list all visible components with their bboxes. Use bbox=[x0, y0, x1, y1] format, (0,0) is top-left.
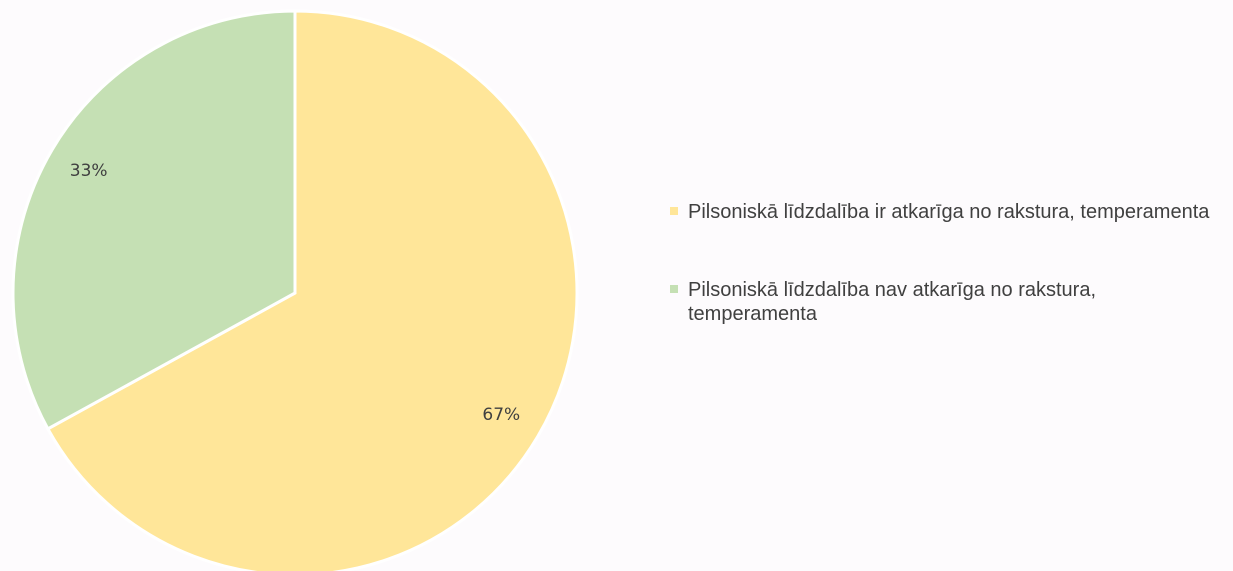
legend-label: Pilsoniskā līdzdalība nav atkarīga no ra… bbox=[688, 279, 1096, 325]
legend-item: Pilsoniskā līdzdalība nav atkarīga no ra… bbox=[670, 278, 1230, 326]
legend-swatch bbox=[670, 207, 678, 215]
pie-slice bbox=[11, 9, 297, 431]
data-label: 67% bbox=[482, 405, 520, 425]
legend-item: Pilsoniskā līdzdalība ir atkarīga no rak… bbox=[670, 200, 1230, 224]
pie-slice bbox=[45, 9, 579, 571]
legend-label: Pilsoniskā līdzdalība ir atkarīga no rak… bbox=[688, 201, 1210, 223]
data-label: 33% bbox=[70, 161, 108, 181]
legend-swatch bbox=[670, 285, 678, 293]
